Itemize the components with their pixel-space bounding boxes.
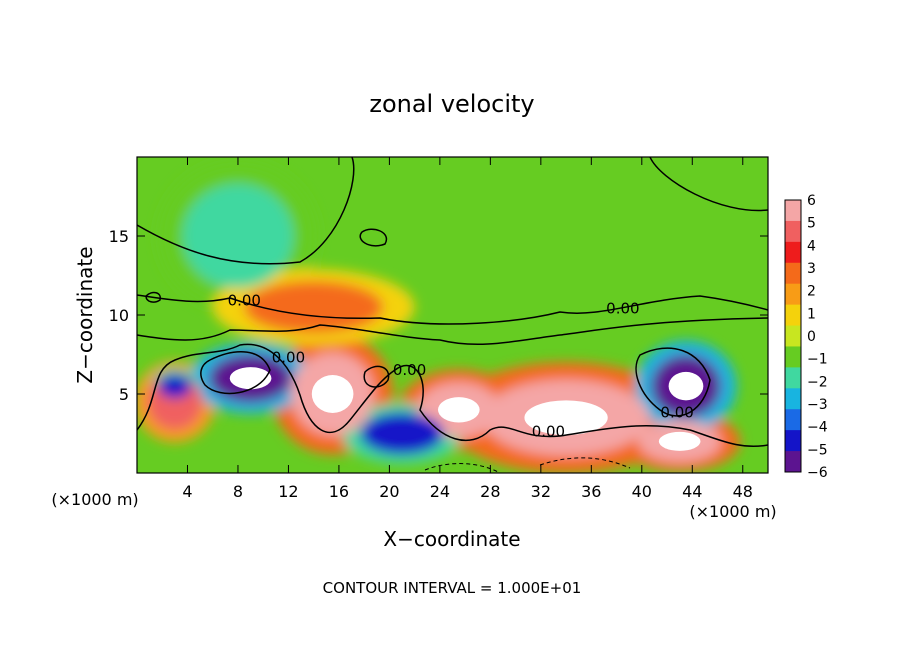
colorbar: 6 5 4 3 2 1 0 −1 −2 −3 −4 −5 −6	[784, 193, 828, 481]
contour-line	[137, 343, 768, 448]
x-tick-label: 4	[182, 482, 192, 501]
x-tick-label: 28	[480, 482, 500, 501]
colorbar-swatch	[785, 200, 801, 222]
colorbar-label: 1	[807, 306, 816, 322]
contour-line	[137, 317, 768, 346]
field-core	[360, 412, 444, 455]
colorbar-label: 5	[807, 216, 816, 232]
saturated-core	[311, 375, 354, 413]
colorbar-label: −1	[807, 352, 828, 368]
x-tick-label: 8	[233, 482, 243, 501]
colorbar-swatch	[785, 409, 801, 431]
x-tick-label: 48	[733, 482, 753, 501]
y-axis-label: Z−coordinate	[73, 246, 97, 383]
contour-labels: 0.00 0.00 0.00 0.00 0.00 0.00	[228, 292, 694, 441]
contour-line	[359, 228, 388, 247]
colorbar-label: −6	[807, 465, 828, 481]
contour-line	[137, 157, 355, 265]
zero-contours	[137, 157, 768, 473]
colorbar-label: 3	[807, 261, 816, 277]
field-core	[244, 281, 384, 334]
colorbar-frame	[784, 199, 802, 473]
chart-title: zonal velocity	[369, 90, 534, 118]
colorbar-swatch	[785, 430, 801, 452]
colorbar-swatch	[785, 283, 801, 306]
x-tick-label: 40	[632, 482, 652, 501]
x-tick-label: 36	[581, 482, 601, 501]
saturated-core	[229, 367, 272, 390]
colorbar-swatch	[785, 304, 801, 327]
x-tick-label: 16	[329, 482, 349, 501]
contour-label: 0.00	[660, 404, 693, 422]
contour-line	[137, 294, 768, 325]
x-tick-label: 24	[430, 482, 450, 501]
x-tick-label: 12	[278, 482, 298, 501]
contour-label: 0.00	[532, 423, 565, 441]
contour-interval-note: CONTOUR INTERVAL = 1.000E+01	[323, 579, 582, 597]
colorbar-label: −5	[807, 442, 828, 458]
saturated-core	[524, 400, 608, 436]
contour-line	[649, 157, 768, 212]
contour-line	[363, 365, 390, 388]
y-axis-ticks: 5 10 15	[109, 227, 768, 404]
saturated-core	[658, 431, 701, 451]
field-core	[158, 373, 192, 399]
colorbar-swatch	[785, 346, 801, 368]
contour-line	[424, 463, 501, 473]
contour-label: 0.00	[606, 299, 639, 317]
colorbar-label: 0	[807, 329, 816, 345]
x-tick-label: 32	[531, 482, 551, 501]
x-unit-left: (×1000 m)	[51, 490, 138, 509]
saturated-core	[437, 397, 480, 423]
y-tick-label: 15	[109, 227, 129, 246]
x-axis-label: X−coordinate	[383, 527, 520, 551]
contour-label: 0.00	[393, 361, 426, 379]
colorbar-label: −4	[807, 420, 828, 436]
contour-label: 0.00	[272, 348, 305, 366]
x-axis-ticks: 4 8 12 16 20 24 28 32 36 40 44 48	[182, 157, 753, 501]
colorbar-swatch	[785, 367, 801, 389]
contour-line	[539, 457, 631, 469]
x-unit-right: (×1000 m)	[689, 502, 776, 521]
saturated-core	[668, 371, 704, 401]
y-tick-label: 5	[119, 385, 129, 404]
colorbar-label: 6	[807, 193, 816, 209]
colorbar-swatch	[785, 325, 801, 347]
contour-line	[200, 351, 271, 395]
y-tick-label: 10	[109, 306, 129, 325]
x-tick-label: 20	[379, 482, 399, 501]
contour-label: 0.00	[228, 292, 261, 310]
x-tick-label: 44	[682, 482, 702, 501]
colorbar-label: −2	[807, 374, 828, 390]
plot-area: 0.000.000.000.000.000.00 4 8 12 16 20 24 28 32 3…	[109, 156, 769, 501]
colorbar-swatch	[785, 262, 801, 285]
colorbar-swatch	[785, 388, 801, 410]
colorbar-label: 4	[807, 238, 816, 254]
colorbar-swatch	[785, 451, 801, 473]
contour-line	[635, 347, 711, 417]
field-core	[182, 183, 294, 289]
colorbar-swatch	[785, 220, 801, 243]
colorbar-label: −3	[807, 397, 828, 413]
contour-line	[145, 291, 161, 303]
colorbar-swatch	[785, 241, 801, 264]
colorbar-label: 2	[807, 284, 816, 300]
